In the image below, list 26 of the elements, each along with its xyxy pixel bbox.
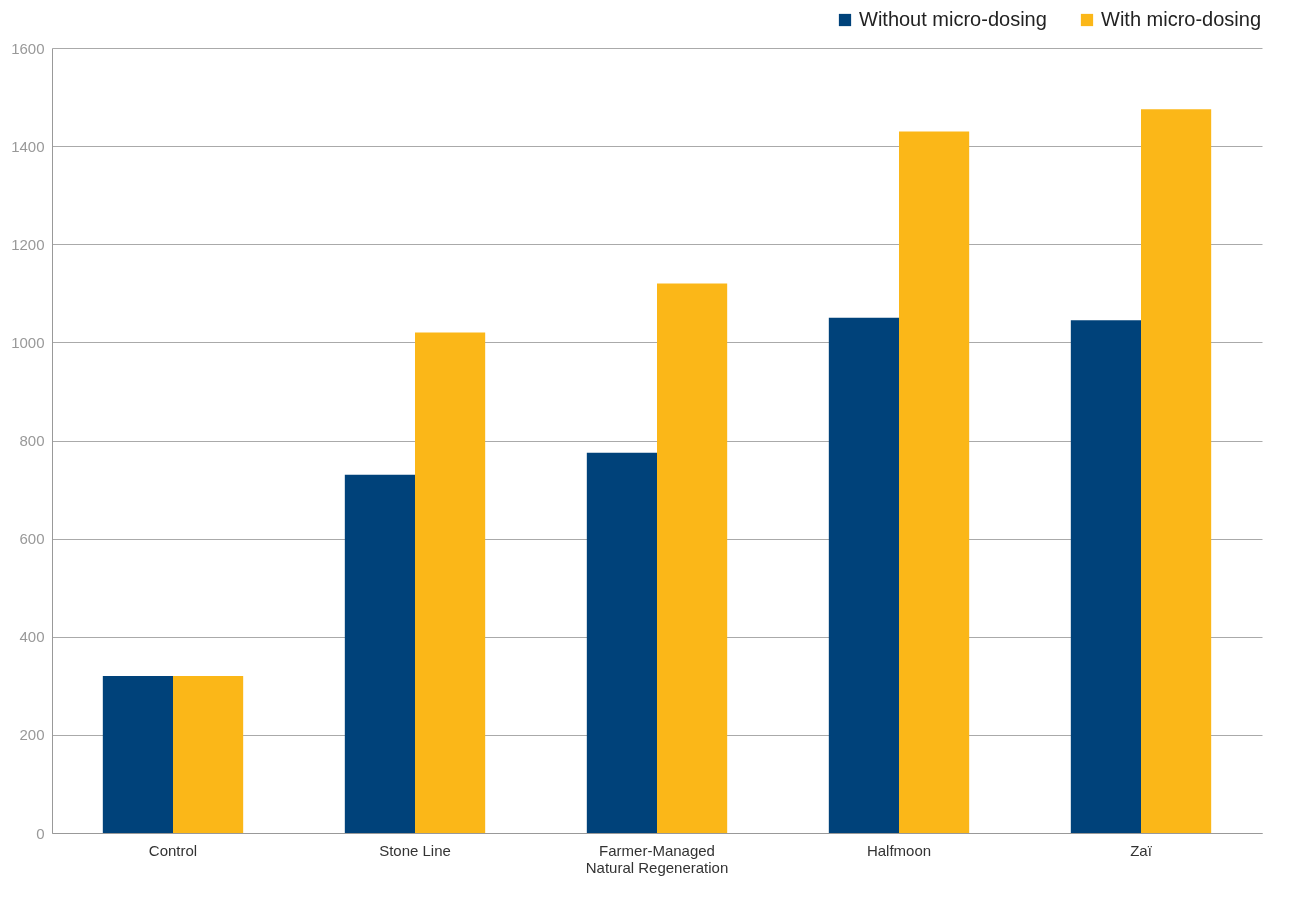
y-tick-label: 1200	[11, 235, 45, 253]
bar	[1070, 320, 1141, 833]
y-tick-label: 1000	[11, 333, 45, 351]
y-tick-label: 1600	[11, 39, 45, 57]
y-tick-label: 0	[36, 824, 45, 842]
y-tick-label: 200	[19, 726, 45, 744]
bar	[102, 676, 173, 833]
y-tick-label: 800	[19, 432, 45, 449]
bar	[173, 676, 244, 833]
x-tick-label: Farmer-Managed Natural Regeneration	[585, 841, 729, 876]
bar	[415, 332, 486, 833]
bar	[657, 283, 728, 833]
x-tick-label: Zaï	[1130, 841, 1153, 859]
bar	[344, 474, 415, 833]
bar	[828, 317, 899, 833]
bar	[899, 131, 970, 833]
x-tick-label: Stone Line	[379, 841, 451, 859]
y-tick-label: 600	[19, 530, 45, 548]
legend-label: Without micro-dosing	[859, 8, 1047, 30]
x-tick-label: Control	[148, 841, 198, 859]
x-tick-label: Halfmoon	[866, 841, 932, 859]
bar	[1141, 109, 1212, 833]
bar	[586, 452, 657, 833]
y-tick-label: 400	[19, 628, 45, 646]
y-tick-label: 1400	[11, 137, 45, 155]
legend-label: With micro-dosing	[1101, 8, 1262, 30]
